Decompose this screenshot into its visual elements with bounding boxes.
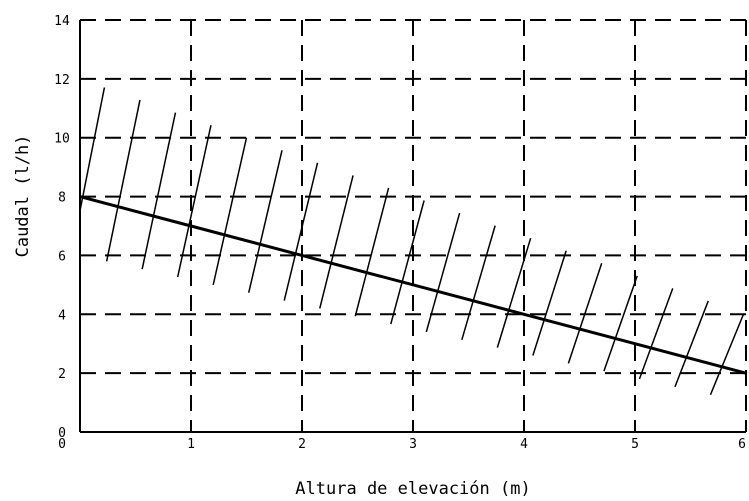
x-tick-label: 3 [409,437,417,452]
hatch-line [567,263,603,364]
series-group [79,195,747,375]
hatch-line [105,99,141,262]
x-axis-title: Altura de elevación (m) [295,479,530,499]
hatch-line [247,150,283,293]
x-tick-label: 1 [187,437,195,452]
y-tick-label: 14 [54,14,70,29]
y-axis-title: Caudal (l/h) [13,135,33,258]
x-tick-labels: 0 1 2 3 4 5 6 [58,437,746,452]
hatch-line [354,187,390,317]
x-tick-label: 6 [738,437,746,452]
hatch-line [674,300,709,388]
y-tick-label: 10 [54,132,70,147]
y-tick-label: 12 [54,73,70,88]
y-tick-label: 8 [58,191,66,206]
hatch-line [80,87,106,215]
x-tick-label: 5 [631,437,639,452]
hatch-line [603,275,638,372]
hatch-line [709,313,745,396]
x-tick-label: 2 [298,437,306,452]
hatch-line [319,175,354,309]
hatched-range-band [36,79,746,403]
hatch-line [425,212,461,333]
hatch-line [141,112,177,270]
y-tick-label: 0 [58,426,66,441]
series-line-0 [79,195,747,375]
hatch-line [532,250,567,356]
hatch-line [36,79,69,256]
grid [80,19,747,432]
hatch-line [390,200,425,325]
y-tick-labels: 0 2 4 6 8 10 12 14 [54,14,70,441]
hatch-line [638,288,674,380]
y-tick-label: 2 [58,367,66,382]
hatch-line [496,237,532,348]
y-tick-label: 4 [58,308,66,323]
x-tick-label: 0 [58,437,66,452]
y-tick-label: 6 [58,249,66,264]
hatch-line [176,124,212,278]
axes [79,20,746,433]
x-tick-label: 4 [520,437,528,452]
hatch-line [283,162,319,301]
hatch-line [212,137,248,286]
hatch-line [461,225,496,341]
